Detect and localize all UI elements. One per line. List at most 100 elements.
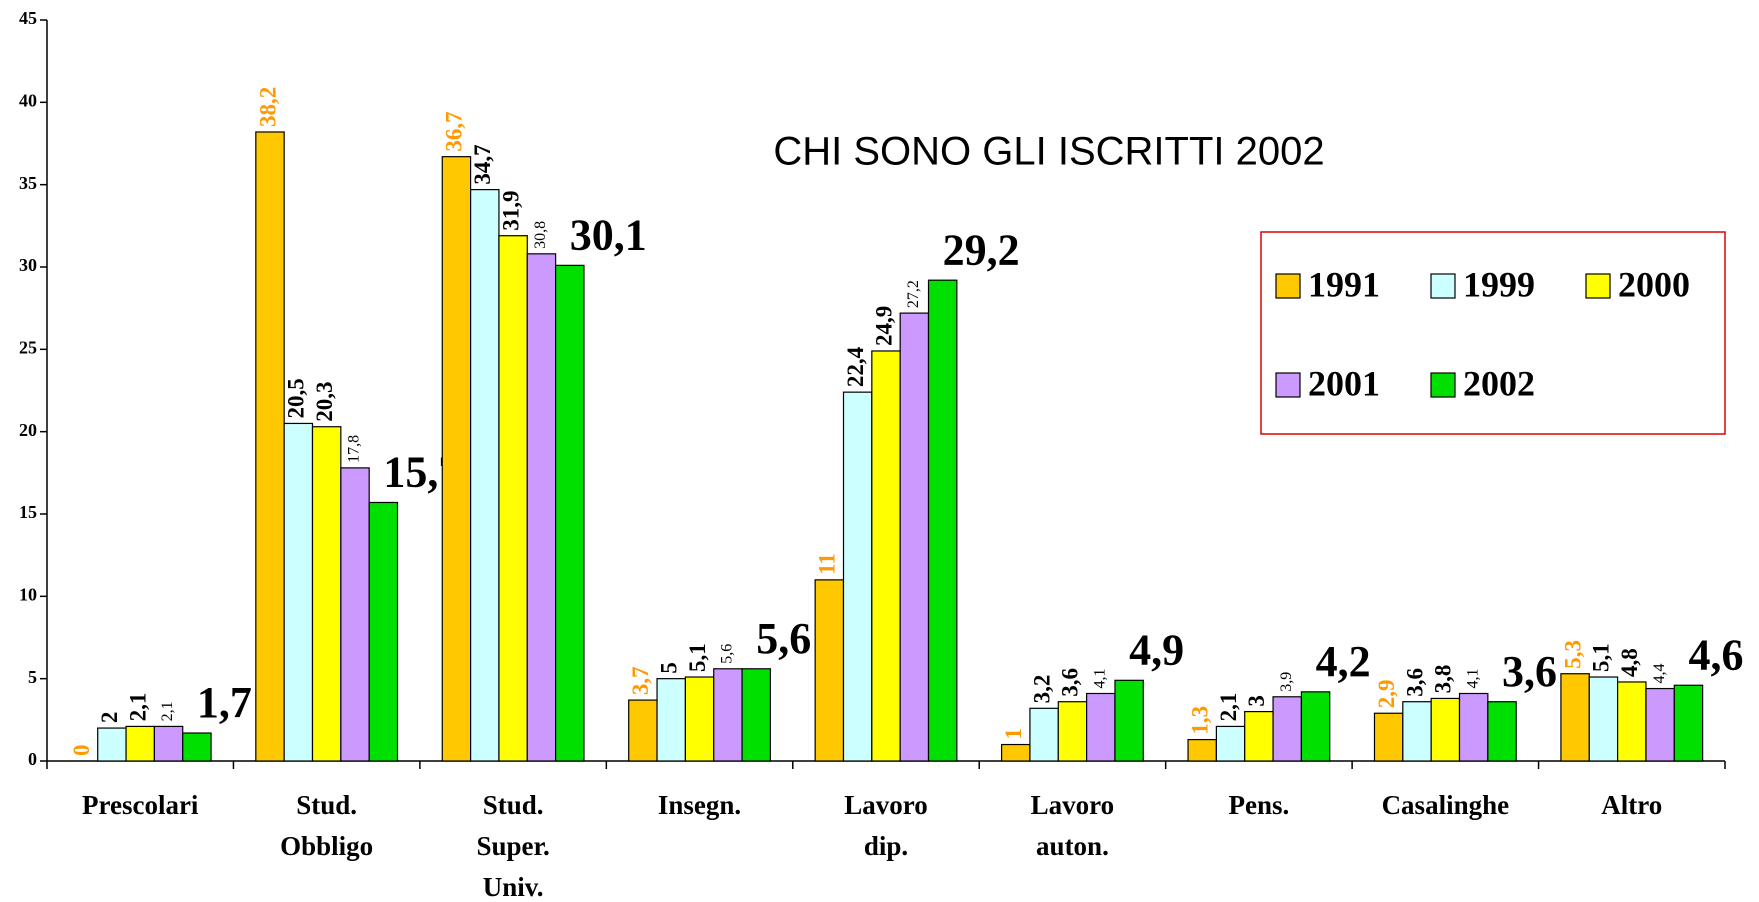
y-tick-label: 20 bbox=[19, 420, 37, 440]
value-label: 2,1 bbox=[126, 693, 151, 722]
value-label: 11 bbox=[815, 553, 840, 575]
x-tick-label: Prescolari bbox=[82, 790, 199, 820]
legend-swatch bbox=[1430, 372, 1456, 398]
x-tick-label: Pens. bbox=[1229, 790, 1290, 820]
legend-label: 1999 bbox=[1463, 264, 1535, 304]
bar bbox=[182, 732, 212, 762]
value-label: 5 bbox=[656, 662, 681, 674]
value-label: 2,1 bbox=[159, 701, 176, 721]
legend-swatch bbox=[1275, 372, 1301, 398]
legend-label: 2000 bbox=[1618, 264, 1690, 304]
legend-label: 1991 bbox=[1308, 264, 1380, 304]
chart-title: CHI SONO GLI ISCRITTI 2002 bbox=[773, 130, 1324, 174]
bar bbox=[1373, 712, 1404, 762]
bar bbox=[741, 668, 772, 762]
x-tick-label: Lavoro auton. bbox=[1031, 790, 1115, 861]
y-tick-label: 40 bbox=[19, 90, 37, 110]
bar bbox=[1458, 692, 1489, 762]
value-label: 20,3 bbox=[312, 381, 337, 421]
y-tick-label: 15 bbox=[19, 502, 37, 522]
bar bbox=[713, 668, 743, 762]
value-label: 3,6 bbox=[1058, 668, 1083, 697]
bar bbox=[1617, 681, 1647, 762]
bar bbox=[871, 350, 901, 762]
value-label: 36,7 bbox=[442, 111, 467, 151]
bar bbox=[311, 426, 342, 762]
legend-swatch bbox=[1585, 273, 1611, 299]
y-tick-label: 5 bbox=[28, 667, 37, 687]
bar bbox=[927, 279, 958, 762]
bar bbox=[470, 189, 500, 762]
y-tick-label: 0 bbox=[28, 749, 37, 769]
bar bbox=[1215, 725, 1246, 762]
value-label: 0 bbox=[69, 745, 94, 757]
bar bbox=[1673, 684, 1704, 762]
value-label: 4,4 bbox=[1651, 664, 1668, 684]
bar bbox=[125, 725, 155, 762]
bar bbox=[1560, 673, 1590, 762]
bar bbox=[283, 422, 314, 762]
value-label: 38,2 bbox=[255, 87, 280, 127]
bar bbox=[368, 501, 399, 762]
y-tick-label: 45 bbox=[19, 8, 37, 28]
bar bbox=[628, 699, 658, 762]
bar bbox=[1487, 701, 1517, 762]
bar bbox=[1430, 697, 1461, 762]
x-tick-label: Stud. Super. Univ. bbox=[476, 790, 549, 902]
y-tick-label: 25 bbox=[19, 337, 37, 357]
bar bbox=[555, 264, 585, 762]
bar bbox=[656, 678, 686, 762]
y-tick-label: 35 bbox=[19, 173, 37, 193]
value-label: 4,6 bbox=[1688, 630, 1743, 679]
bar bbox=[97, 727, 127, 762]
value-label: 4,2 bbox=[1316, 637, 1371, 686]
bar bbox=[1300, 691, 1331, 762]
legend-label: 2001 bbox=[1308, 363, 1380, 403]
bar bbox=[1029, 707, 1059, 762]
value-label: 4,1 bbox=[1464, 668, 1481, 688]
value-label: 3,2 bbox=[1029, 675, 1054, 704]
value-label: 34,7 bbox=[470, 144, 495, 184]
y-tick-label: 30 bbox=[19, 255, 37, 275]
x-tick-label: Stud. Obbligo bbox=[280, 790, 373, 861]
value-label: 4,9 bbox=[1129, 625, 1184, 674]
x-tick-label: Insegn. bbox=[658, 790, 741, 820]
bar bbox=[1000, 743, 1031, 762]
value-label: 1,3 bbox=[1187, 706, 1212, 735]
x-tick-label: Altro bbox=[1601, 790, 1662, 820]
value-label: 4,1 bbox=[1091, 668, 1108, 688]
bar bbox=[1187, 738, 1217, 762]
value-label: 3 bbox=[1244, 695, 1269, 707]
value-label: 3,8 bbox=[1431, 665, 1456, 694]
bar bbox=[1114, 679, 1144, 762]
legend-swatch bbox=[1275, 273, 1301, 299]
bar bbox=[1244, 710, 1274, 762]
bar bbox=[526, 253, 557, 762]
value-label: 24,9 bbox=[871, 306, 896, 346]
value-label: 5,1 bbox=[1589, 643, 1614, 672]
legend-box bbox=[1260, 231, 1726, 435]
x-tick-label: Lavoro dip. bbox=[844, 790, 928, 861]
value-label: 27,2 bbox=[905, 280, 922, 308]
bar bbox=[1057, 701, 1088, 762]
value-label: 4,8 bbox=[1617, 648, 1642, 677]
value-label: 2,9 bbox=[1374, 679, 1399, 708]
bar bbox=[441, 156, 472, 762]
value-label: 20,5 bbox=[284, 378, 309, 418]
value-label: 30,1 bbox=[570, 210, 647, 259]
legend-swatch bbox=[1430, 273, 1456, 299]
bar bbox=[1402, 701, 1432, 762]
value-label: 5,1 bbox=[685, 643, 710, 672]
value-label: 3,7 bbox=[628, 666, 653, 695]
bar bbox=[1588, 676, 1619, 762]
value-label: 5,6 bbox=[719, 644, 736, 664]
value-label: 30,8 bbox=[532, 221, 549, 249]
y-tick-label: 10 bbox=[19, 584, 37, 604]
bar bbox=[814, 579, 845, 762]
bar bbox=[684, 676, 715, 762]
bar bbox=[899, 312, 930, 762]
value-label: 29,2 bbox=[943, 225, 1020, 274]
bar bbox=[1086, 692, 1116, 762]
value-label: 3,9 bbox=[1278, 672, 1295, 692]
